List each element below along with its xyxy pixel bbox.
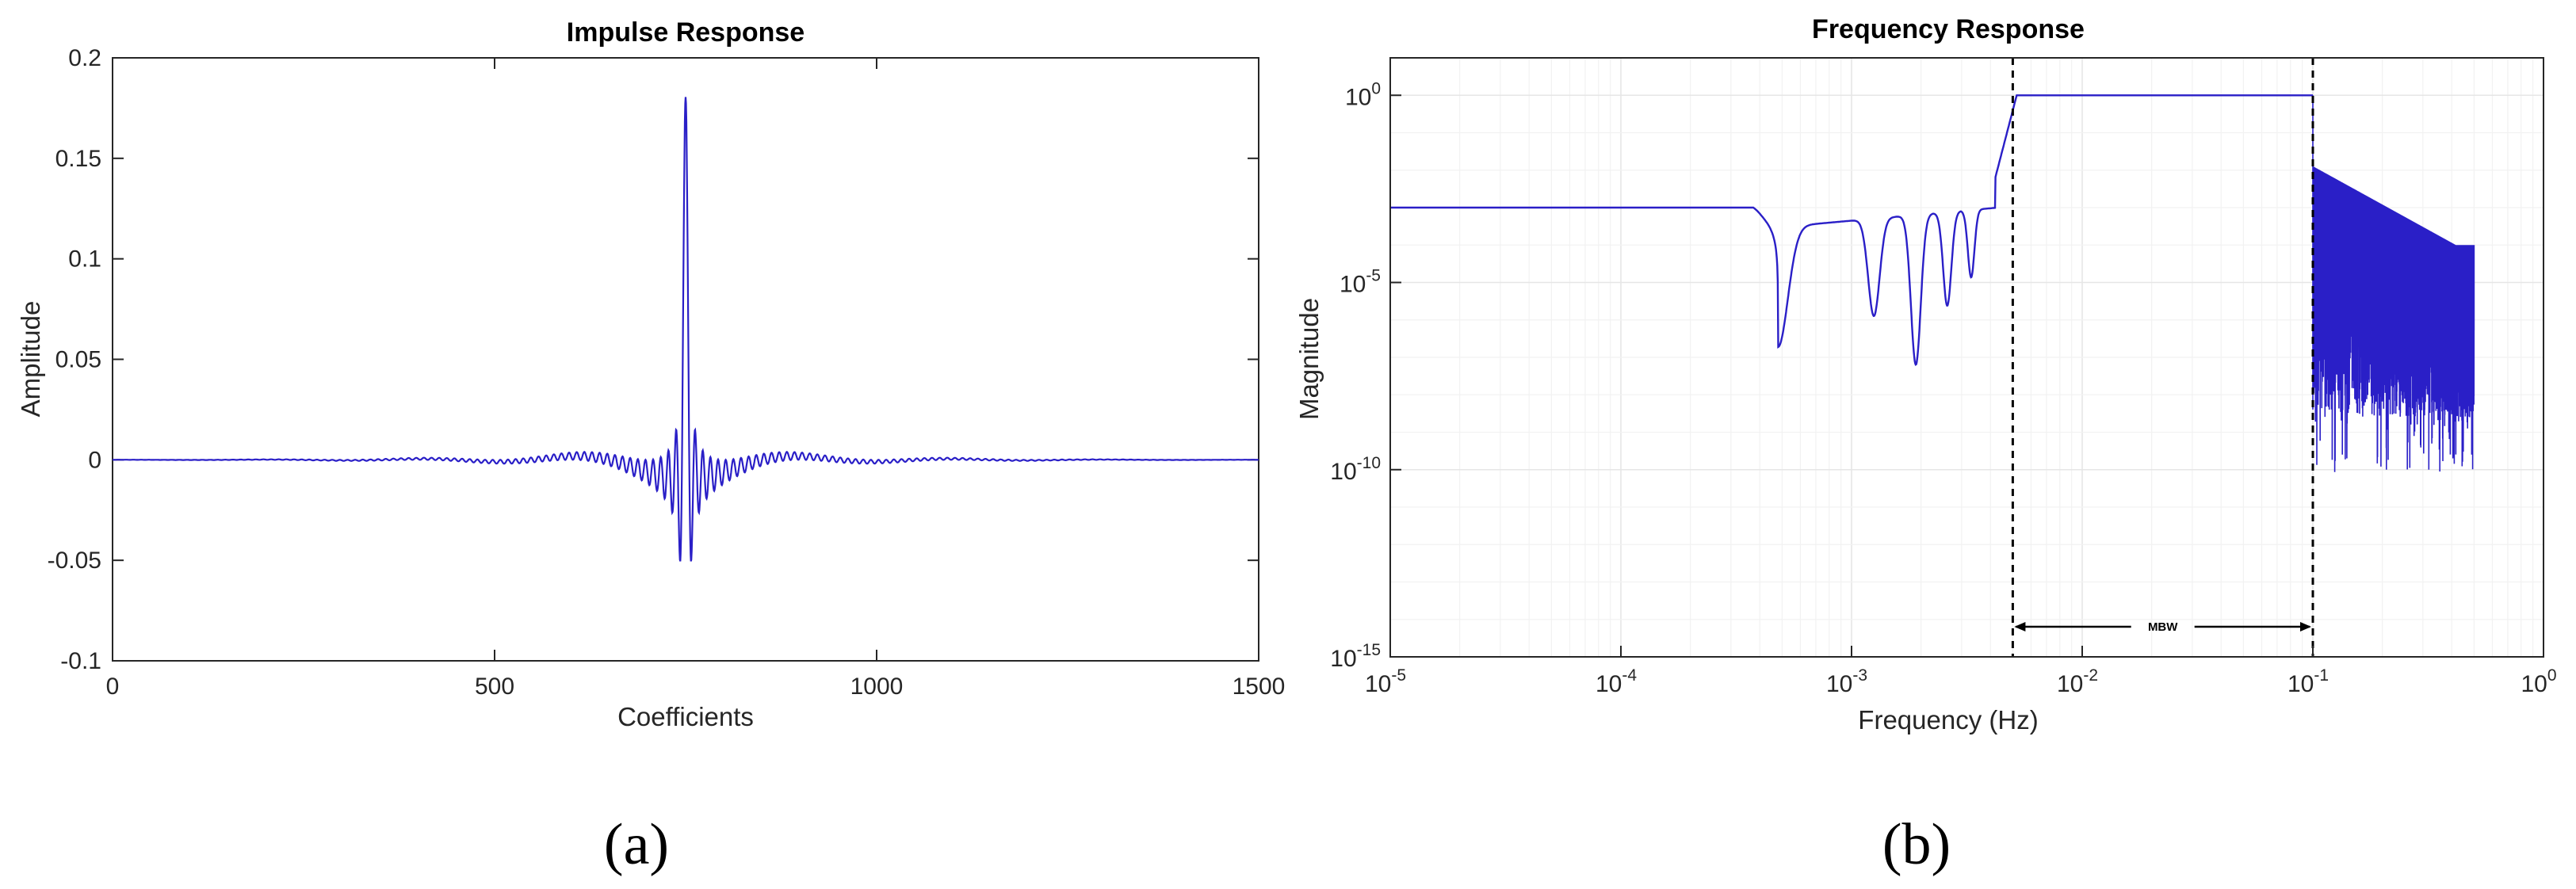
frequency-ytick-label: 10-5 [1340, 267, 1381, 298]
frequency-xtick-label: 100 [2521, 666, 2556, 697]
impulse-xtick-label: 1000 [850, 673, 904, 700]
frequency-response-line [1390, 94, 2313, 366]
frequency-series [1390, 94, 2475, 472]
panel-label-b: (b) [1882, 812, 1951, 877]
impulse-response-line [113, 97, 1259, 562]
impulse-ytick-label: 0.05 [55, 347, 101, 373]
impulse-xtick-label: 0 [106, 673, 120, 700]
mbw-label: MBW [2148, 620, 2178, 634]
frequency-ytick-label: 100 [1345, 79, 1381, 110]
frequency-ylabel: Magnitude [1294, 298, 1324, 420]
impulse-ylabel: Amplitude [16, 301, 45, 418]
cutoff-lines: MBW [2011, 58, 2314, 657]
frequency-response-chart: Frequency Response MBW 10-5 10-4 10-3 10-2 1… [1294, 14, 2557, 734]
frequency-xtick-label: 10-1 [2287, 666, 2329, 697]
impulse-ytick-label: 0.2 [68, 45, 101, 71]
frequency-xtick-label: 10-2 [2057, 666, 2098, 697]
impulse-ytick-label: 0.15 [55, 146, 101, 172]
impulse-ytick-label: 0 [88, 447, 101, 473]
frequency-xtick-label: 10-4 [1596, 666, 1637, 697]
frequency-ytick-label: 10-15 [1330, 641, 1381, 672]
impulse-title: Impulse Response [567, 17, 805, 48]
impulse-ytick-label: 0.1 [68, 246, 101, 273]
mbw-arrowhead-right [2300, 622, 2311, 631]
impulse-ticks: 0 500 1000 1500 -0.1 -0.05 0 0.05 0.1 0.15 0.2 [48, 45, 1286, 700]
impulse-xlabel: Coefficients [617, 702, 754, 731]
impulse-ytick-label: -0.1 [60, 648, 101, 674]
impulse-ytick-label: -0.05 [48, 548, 101, 574]
frequency-plot-frame [1389, 57, 2544, 658]
panel-label-a: (a) [604, 812, 669, 877]
frequency-ytick-label: 10-10 [1330, 454, 1381, 485]
impulse-plot-area [112, 57, 1259, 662]
frequency-title: Frequency Response [1812, 14, 2085, 44]
impulse-xtick-label: 1500 [1233, 673, 1286, 700]
frequency-stopband-ripple [2312, 95, 2475, 472]
impulse-series [113, 97, 1259, 562]
impulse-response-chart: Impulse Response 0 500 1000 1500-0.1-0.0500… [16, 17, 1285, 731]
frequency-xtick-label: 10-3 [1826, 666, 1867, 697]
mbw-arrowhead-left [2014, 622, 2026, 631]
frequency-xlabel: Frequency (Hz) [1858, 705, 2038, 734]
impulse-xtick-label: 500 [475, 673, 514, 700]
frequency-xtick-label: 10-5 [1365, 666, 1406, 697]
frequency-ticks: 10-5 10-4 10-3 10-2 10-1 100 10-15 10-10 10-5 100 [1330, 79, 2556, 697]
